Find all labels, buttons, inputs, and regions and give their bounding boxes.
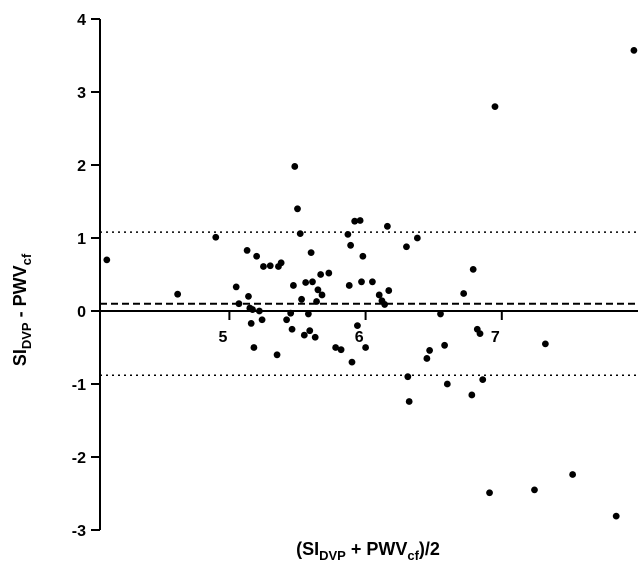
data-point xyxy=(348,358,356,366)
y-tick-label: 4 xyxy=(77,12,86,29)
y-tick-label: -2 xyxy=(72,450,86,467)
data-point xyxy=(318,291,326,299)
data-point xyxy=(260,263,267,270)
data-point xyxy=(332,344,340,351)
data-point xyxy=(255,307,263,315)
data-point xyxy=(212,233,220,241)
y-tick-label: 1 xyxy=(77,231,86,248)
data-point xyxy=(569,471,577,478)
data-point xyxy=(486,489,493,497)
y-axis-title: SIDVP - PWVcf xyxy=(10,253,34,366)
data-point xyxy=(250,344,258,351)
data-point xyxy=(258,316,266,324)
data-point xyxy=(245,293,252,300)
data-point xyxy=(460,290,468,297)
y-axis: -3 -2 -1 0 1 2 3 4 xyxy=(72,12,101,540)
data-point xyxy=(351,217,359,225)
data-point xyxy=(413,234,421,242)
data-point xyxy=(243,247,251,254)
y-tick-label: -1 xyxy=(72,377,86,394)
data-point xyxy=(403,243,410,251)
reference-lines xyxy=(100,231,638,376)
data-point xyxy=(345,282,353,289)
data-point xyxy=(531,486,538,494)
data-point xyxy=(612,512,620,520)
data-point xyxy=(468,391,476,399)
data-point xyxy=(313,298,320,305)
data-point xyxy=(317,271,325,278)
data-point xyxy=(347,241,355,249)
data-point xyxy=(443,380,451,388)
data-point xyxy=(103,256,111,264)
data-points xyxy=(103,46,638,520)
x-axis: 5 6 7 xyxy=(100,310,638,346)
data-point xyxy=(344,230,352,238)
y-tick-label: -3 xyxy=(72,523,86,540)
data-point xyxy=(266,262,274,270)
x-tick-label: 6 xyxy=(355,329,364,346)
data-point xyxy=(300,331,308,339)
data-point xyxy=(423,355,431,362)
data-point xyxy=(287,309,295,317)
data-point xyxy=(298,295,305,303)
data-point xyxy=(359,252,367,260)
data-point xyxy=(249,306,256,313)
data-point xyxy=(306,327,314,335)
data-point xyxy=(354,322,361,329)
data-point xyxy=(288,325,296,333)
x-tick-label: 5 xyxy=(218,329,227,346)
data-point xyxy=(476,330,484,338)
data-point xyxy=(381,301,389,308)
data-point xyxy=(253,252,261,260)
data-point xyxy=(541,340,549,348)
data-point xyxy=(405,398,413,405)
data-point xyxy=(369,278,376,286)
data-point xyxy=(309,278,316,286)
data-point xyxy=(437,310,444,318)
data-point xyxy=(325,269,333,277)
data-point xyxy=(356,217,364,224)
data-point xyxy=(311,333,319,341)
data-point xyxy=(247,320,255,327)
data-point xyxy=(174,290,182,298)
y-tick-label: 0 xyxy=(77,304,86,321)
data-point xyxy=(307,249,315,256)
data-point xyxy=(469,265,477,273)
y-tick-label: 2 xyxy=(77,158,86,175)
x-axis-title: (SIDVP + PWVcf)/2 xyxy=(296,539,440,563)
data-point xyxy=(491,103,499,110)
data-point xyxy=(441,341,448,349)
data-point xyxy=(273,351,281,359)
data-point xyxy=(375,291,383,299)
data-point xyxy=(630,46,638,54)
y-tick-label: 3 xyxy=(77,85,86,102)
data-point xyxy=(302,279,310,286)
data-point xyxy=(383,222,391,230)
data-point xyxy=(362,344,369,351)
data-point xyxy=(277,259,285,267)
data-point xyxy=(385,287,393,294)
data-point xyxy=(479,376,487,384)
data-point xyxy=(291,163,299,170)
data-point xyxy=(314,286,322,294)
data-point xyxy=(290,282,297,289)
data-point xyxy=(304,310,312,318)
x-tick-label: 7 xyxy=(491,329,500,346)
data-point xyxy=(404,373,412,381)
data-point xyxy=(426,347,434,354)
data-point xyxy=(337,346,345,354)
data-point xyxy=(358,278,365,286)
data-point xyxy=(235,300,243,308)
data-point xyxy=(232,283,240,291)
data-point xyxy=(294,205,301,213)
data-point xyxy=(296,230,304,238)
data-point xyxy=(283,316,290,324)
